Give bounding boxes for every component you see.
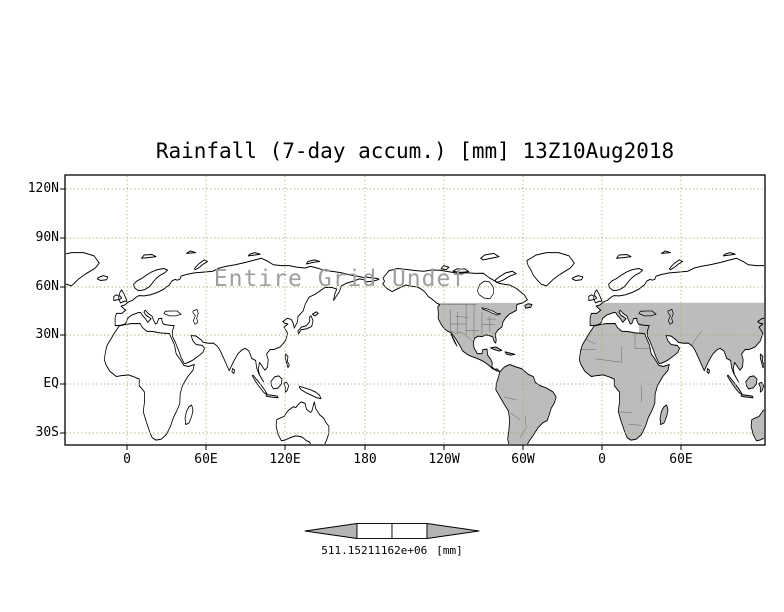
x-axis-label-180: 180: [353, 452, 377, 467]
colorbar-labels: 511.15211162e+06 [mm]: [321, 544, 462, 557]
colorbar-right-arrow: [426, 523, 480, 539]
x-axis-label-0b: 0: [598, 452, 606, 467]
colorbar-cell-1: [356, 523, 393, 539]
x-axis-label-60w: 60W: [511, 452, 535, 467]
axis-ticks: [60, 188, 682, 450]
colorbar-min-label: 511.15: [321, 544, 362, 557]
colorbar-units: [mm]: [436, 544, 463, 557]
x-axis-label-60e: 60E: [194, 452, 218, 467]
undef-message: Entire Grid Undef: [213, 266, 467, 292]
x-axis-label-0a: 0: [123, 452, 131, 467]
y-axis-label-120n: 120N: [27, 181, 59, 196]
y-axis-label-60n: 60N: [35, 279, 59, 294]
colorbar-max-label: 211162e+06: [361, 544, 428, 557]
world-map: [66, 250, 764, 444]
colorbar-cell-2: [391, 523, 428, 539]
colorbar: [304, 523, 480, 539]
x-axis-label-120e: 120E: [269, 452, 301, 467]
y-axis-label-30s: 30S: [35, 425, 59, 440]
undef-shade-band: [638, 302, 764, 336]
colorbar-left-arrow: [304, 523, 358, 539]
y-axis-label-eq: EQ: [43, 376, 59, 391]
y-axis-label-90n: 90N: [35, 230, 59, 245]
grid-lines: [66, 176, 764, 444]
y-axis-label-30n: 30N: [35, 327, 59, 342]
x-axis-label-60e2: 60E: [669, 452, 693, 467]
world-map-right-copy: [363, 250, 764, 444]
plot-frame: [64, 174, 766, 446]
x-axis-label-120w: 120W: [428, 452, 460, 467]
plot-title: Rainfall (7-day accum.) [mm] 13Z10Aug201…: [155, 139, 675, 163]
